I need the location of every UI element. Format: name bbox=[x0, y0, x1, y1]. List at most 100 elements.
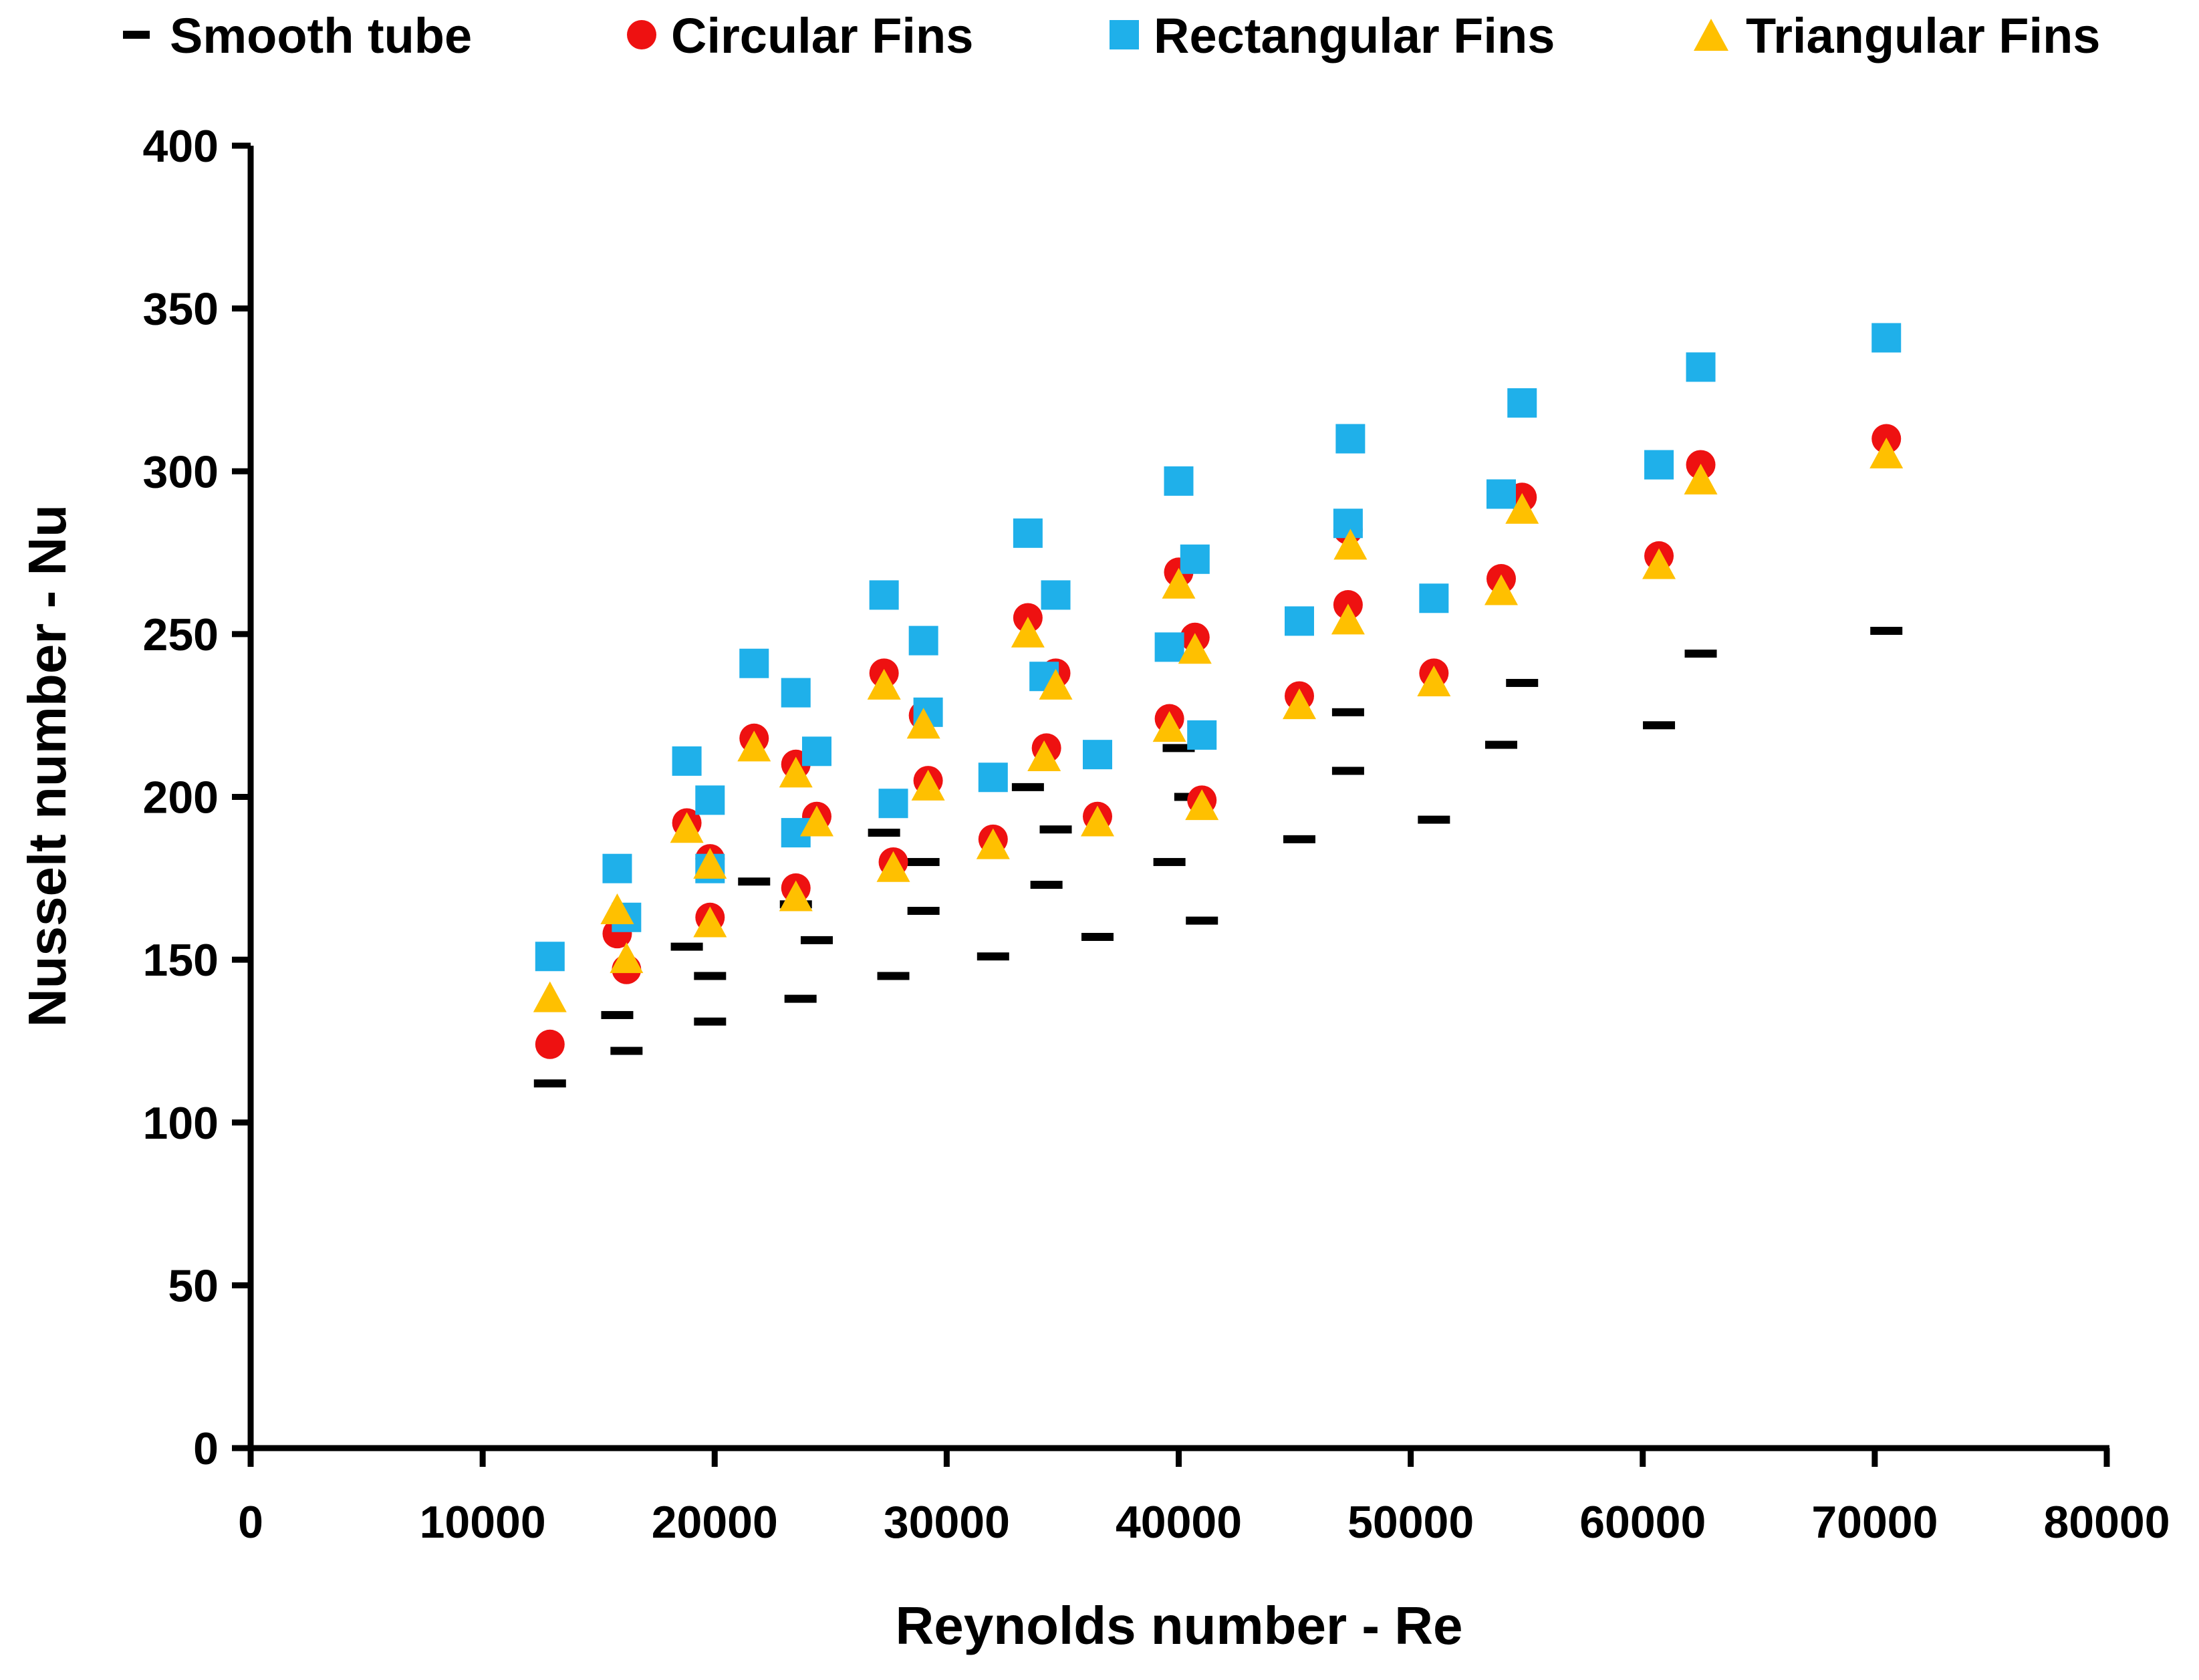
series-triangular-fins bbox=[533, 437, 1904, 1012]
point-triangular-fins bbox=[779, 756, 813, 788]
point-smooth-tube bbox=[1331, 708, 1364, 716]
x-tick-label: 30000 bbox=[884, 1497, 1010, 1548]
series-circular-fins bbox=[535, 424, 1902, 1059]
legend-item-smooth-tube: Smooth tube bbox=[123, 8, 472, 63]
legend-label-circular-fins: Circular Fins bbox=[671, 8, 973, 63]
point-rectangular-fins bbox=[739, 648, 769, 678]
point-triangular-fins bbox=[1331, 603, 1365, 635]
legend-marker-rectangular-fins bbox=[1110, 20, 1139, 49]
point-smooth-tube bbox=[694, 972, 727, 980]
point-smooth-tube bbox=[907, 857, 940, 866]
point-circular-fins bbox=[535, 1029, 565, 1059]
point-triangular-fins bbox=[737, 730, 771, 762]
y-tick-label: 0 bbox=[193, 1423, 219, 1474]
point-smooth-tube bbox=[800, 936, 833, 944]
point-smooth-tube bbox=[1153, 857, 1186, 866]
point-rectangular-fins bbox=[1164, 466, 1194, 496]
point-smooth-tube bbox=[694, 1017, 727, 1026]
point-rectangular-fins bbox=[978, 762, 1008, 793]
point-smooth-tube bbox=[1870, 627, 1903, 636]
point-smooth-tube bbox=[868, 829, 900, 837]
point-rectangular-fins bbox=[878, 789, 908, 819]
legend-label-triangular-fins: Triangular Fins bbox=[1746, 8, 2100, 63]
point-smooth-tube bbox=[601, 1010, 634, 1019]
point-rectangular-fins bbox=[1083, 740, 1113, 770]
y-tick-label: 250 bbox=[143, 609, 219, 660]
point-rectangular-fins bbox=[1285, 606, 1315, 636]
point-triangular-fins bbox=[1333, 529, 1368, 560]
x-tick-label: 10000 bbox=[420, 1497, 546, 1548]
y-tick-label: 100 bbox=[143, 1098, 219, 1149]
data-points bbox=[533, 323, 1904, 1088]
point-rectangular-fins bbox=[1419, 583, 1449, 613]
point-triangular-fins bbox=[1642, 548, 1676, 579]
legend-marker-smooth-tube bbox=[123, 31, 150, 39]
point-smooth-tube bbox=[1643, 721, 1676, 730]
y-tick-label: 350 bbox=[143, 284, 219, 335]
point-triangular-fins bbox=[1417, 665, 1451, 696]
legend-label-rectangular-fins: Rectangular Fins bbox=[1154, 8, 1555, 63]
point-smooth-tube bbox=[670, 942, 703, 951]
point-rectangular-fins bbox=[781, 678, 811, 708]
point-smooth-tube bbox=[1081, 933, 1114, 942]
y-tick-label: 400 bbox=[143, 121, 219, 172]
point-triangular-fins bbox=[693, 906, 727, 938]
legend-marker-triangular-fins bbox=[1694, 19, 1728, 51]
point-rectangular-fins bbox=[672, 746, 702, 776]
point-triangular-fins bbox=[1027, 740, 1061, 772]
x-tick-label: 60000 bbox=[1579, 1497, 1706, 1548]
point-smooth-tube bbox=[1506, 678, 1539, 687]
legend-item-rectangular-fins: Rectangular Fins bbox=[1110, 8, 1555, 63]
point-smooth-tube bbox=[1283, 835, 1316, 843]
point-smooth-tube bbox=[907, 907, 940, 916]
x-axis-title: Reynolds number - Re bbox=[895, 1596, 1462, 1655]
y-tick-label: 150 bbox=[143, 935, 219, 986]
point-rectangular-fins bbox=[695, 785, 725, 815]
legend-label-smooth-tube: Smooth tube bbox=[170, 8, 472, 63]
point-triangular-fins bbox=[1162, 567, 1196, 599]
point-triangular-fins bbox=[876, 851, 910, 882]
point-triangular-fins bbox=[911, 769, 945, 801]
point-smooth-tube bbox=[1030, 881, 1063, 889]
point-smooth-tube bbox=[1418, 815, 1450, 824]
point-triangular-fins bbox=[1178, 633, 1212, 664]
point-triangular-fins bbox=[1039, 668, 1073, 700]
point-rectangular-fins bbox=[602, 853, 632, 883]
point-smooth-tube bbox=[1684, 650, 1717, 658]
point-smooth-tube bbox=[877, 972, 910, 980]
point-smooth-tube bbox=[1186, 916, 1218, 925]
point-smooth-tube bbox=[1011, 783, 1044, 791]
point-rectangular-fins bbox=[1187, 720, 1217, 750]
point-triangular-fins bbox=[610, 942, 644, 974]
legend: Smooth tube Circular Fins Rectangular Fi… bbox=[123, 8, 2100, 63]
point-triangular-fins bbox=[867, 668, 901, 700]
series-smooth-tube bbox=[533, 627, 1903, 1088]
point-rectangular-fins bbox=[1335, 424, 1366, 454]
point-triangular-fins bbox=[1185, 789, 1219, 821]
y-tick-label: 300 bbox=[143, 446, 219, 497]
point-rectangular-fins bbox=[869, 580, 899, 610]
legend-marker-circular-fins bbox=[627, 20, 656, 49]
point-rectangular-fins bbox=[1041, 580, 1071, 610]
x-tick-label: 20000 bbox=[652, 1497, 778, 1548]
point-triangular-fins bbox=[1869, 437, 1904, 468]
point-smooth-tube bbox=[610, 1046, 643, 1055]
axes bbox=[232, 142, 2110, 1467]
x-tick-label: 80000 bbox=[2043, 1497, 2170, 1548]
point-rectangular-fins bbox=[1686, 352, 1716, 382]
point-rectangular-fins bbox=[535, 942, 565, 972]
point-smooth-tube bbox=[738, 877, 771, 886]
point-triangular-fins bbox=[670, 812, 704, 843]
point-rectangular-fins bbox=[1871, 323, 1902, 353]
legend-item-triangular-fins: Triangular Fins bbox=[1694, 8, 2100, 63]
point-triangular-fins bbox=[1505, 493, 1539, 524]
y-tick-label: 200 bbox=[143, 773, 219, 823]
x-tick-label: 50000 bbox=[1347, 1497, 1474, 1548]
point-triangular-fins bbox=[1684, 463, 1718, 495]
point-triangular-fins bbox=[1484, 574, 1519, 605]
x-tick-label: 70000 bbox=[1811, 1497, 1938, 1548]
point-triangular-fins bbox=[600, 893, 634, 925]
point-rectangular-fins bbox=[1507, 388, 1537, 418]
point-smooth-tube bbox=[1485, 740, 1518, 749]
tick-labels: 0 50 100 150 200 250 300 350 400 0 10000 20000 30000… bbox=[143, 121, 2170, 1548]
